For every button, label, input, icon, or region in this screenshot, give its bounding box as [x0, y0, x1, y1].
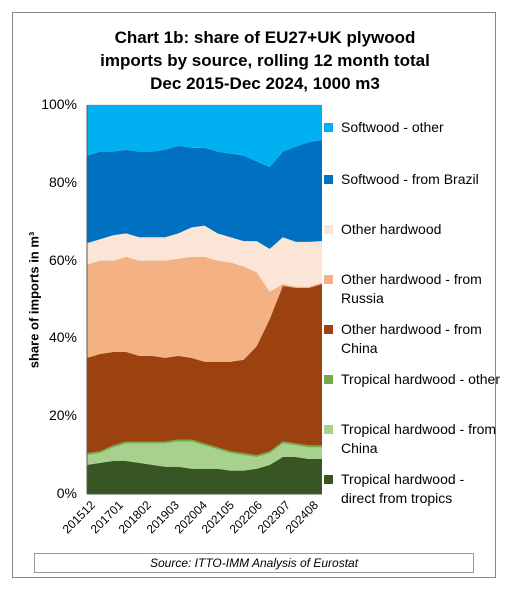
- legend-swatch: [324, 375, 333, 384]
- legend-label: Other hardwood - from Russia: [341, 271, 482, 306]
- y-tick-label: 20%: [48, 407, 77, 424]
- legend-swatch: [324, 275, 333, 284]
- legend-label: Other hardwood: [341, 221, 442, 237]
- chart-title-line-2: imports by source, rolling 12 month tota…: [100, 51, 430, 70]
- area-series-7: [87, 105, 322, 168]
- area-series-5: [87, 225, 322, 292]
- y-tick-label: 60%: [48, 251, 77, 268]
- legend-swatch: [324, 325, 333, 334]
- y-tick-label: 80%: [48, 173, 77, 190]
- legend-swatch: [324, 225, 333, 234]
- area-series-3: [87, 283, 322, 456]
- legend-swatch: [324, 123, 333, 132]
- y-tick-label: 100%: [41, 96, 77, 112]
- area-series-1: [87, 441, 322, 471]
- legend-swatch: [324, 425, 333, 434]
- legend-label: Tropical hardwood - from China: [341, 421, 497, 456]
- area-series-0: [87, 457, 322, 494]
- y-tick-label: 40%: [48, 329, 77, 346]
- chart-title-line-3: Dec 2015-Dec 2024, 1000 m3: [150, 74, 380, 93]
- legend-label: Other hardwood - from China: [341, 321, 482, 356]
- source-note: Source: ITTO-IMM Analysis of Eurostat: [34, 553, 474, 573]
- chart-title: Chart 1b: share of EU27+UK plywood impor…: [40, 26, 490, 95]
- legend-label: Softwood - from Brazil: [341, 171, 479, 187]
- area-series-4: [87, 256, 322, 362]
- legend-swatch: [324, 475, 333, 484]
- legend-swatch: [324, 175, 333, 184]
- area-series-6: [87, 140, 322, 249]
- legend-label: Tropical hardwood - direct from tropics: [341, 471, 465, 506]
- legend-label: Tropical hardwood - other: [341, 371, 501, 387]
- area-series-2: [87, 439, 322, 458]
- chart-title-line-1: Chart 1b: share of EU27+UK plywood: [114, 28, 416, 47]
- y-tick-label: 0%: [56, 485, 77, 501]
- legend-label: Softwood - other: [341, 119, 444, 135]
